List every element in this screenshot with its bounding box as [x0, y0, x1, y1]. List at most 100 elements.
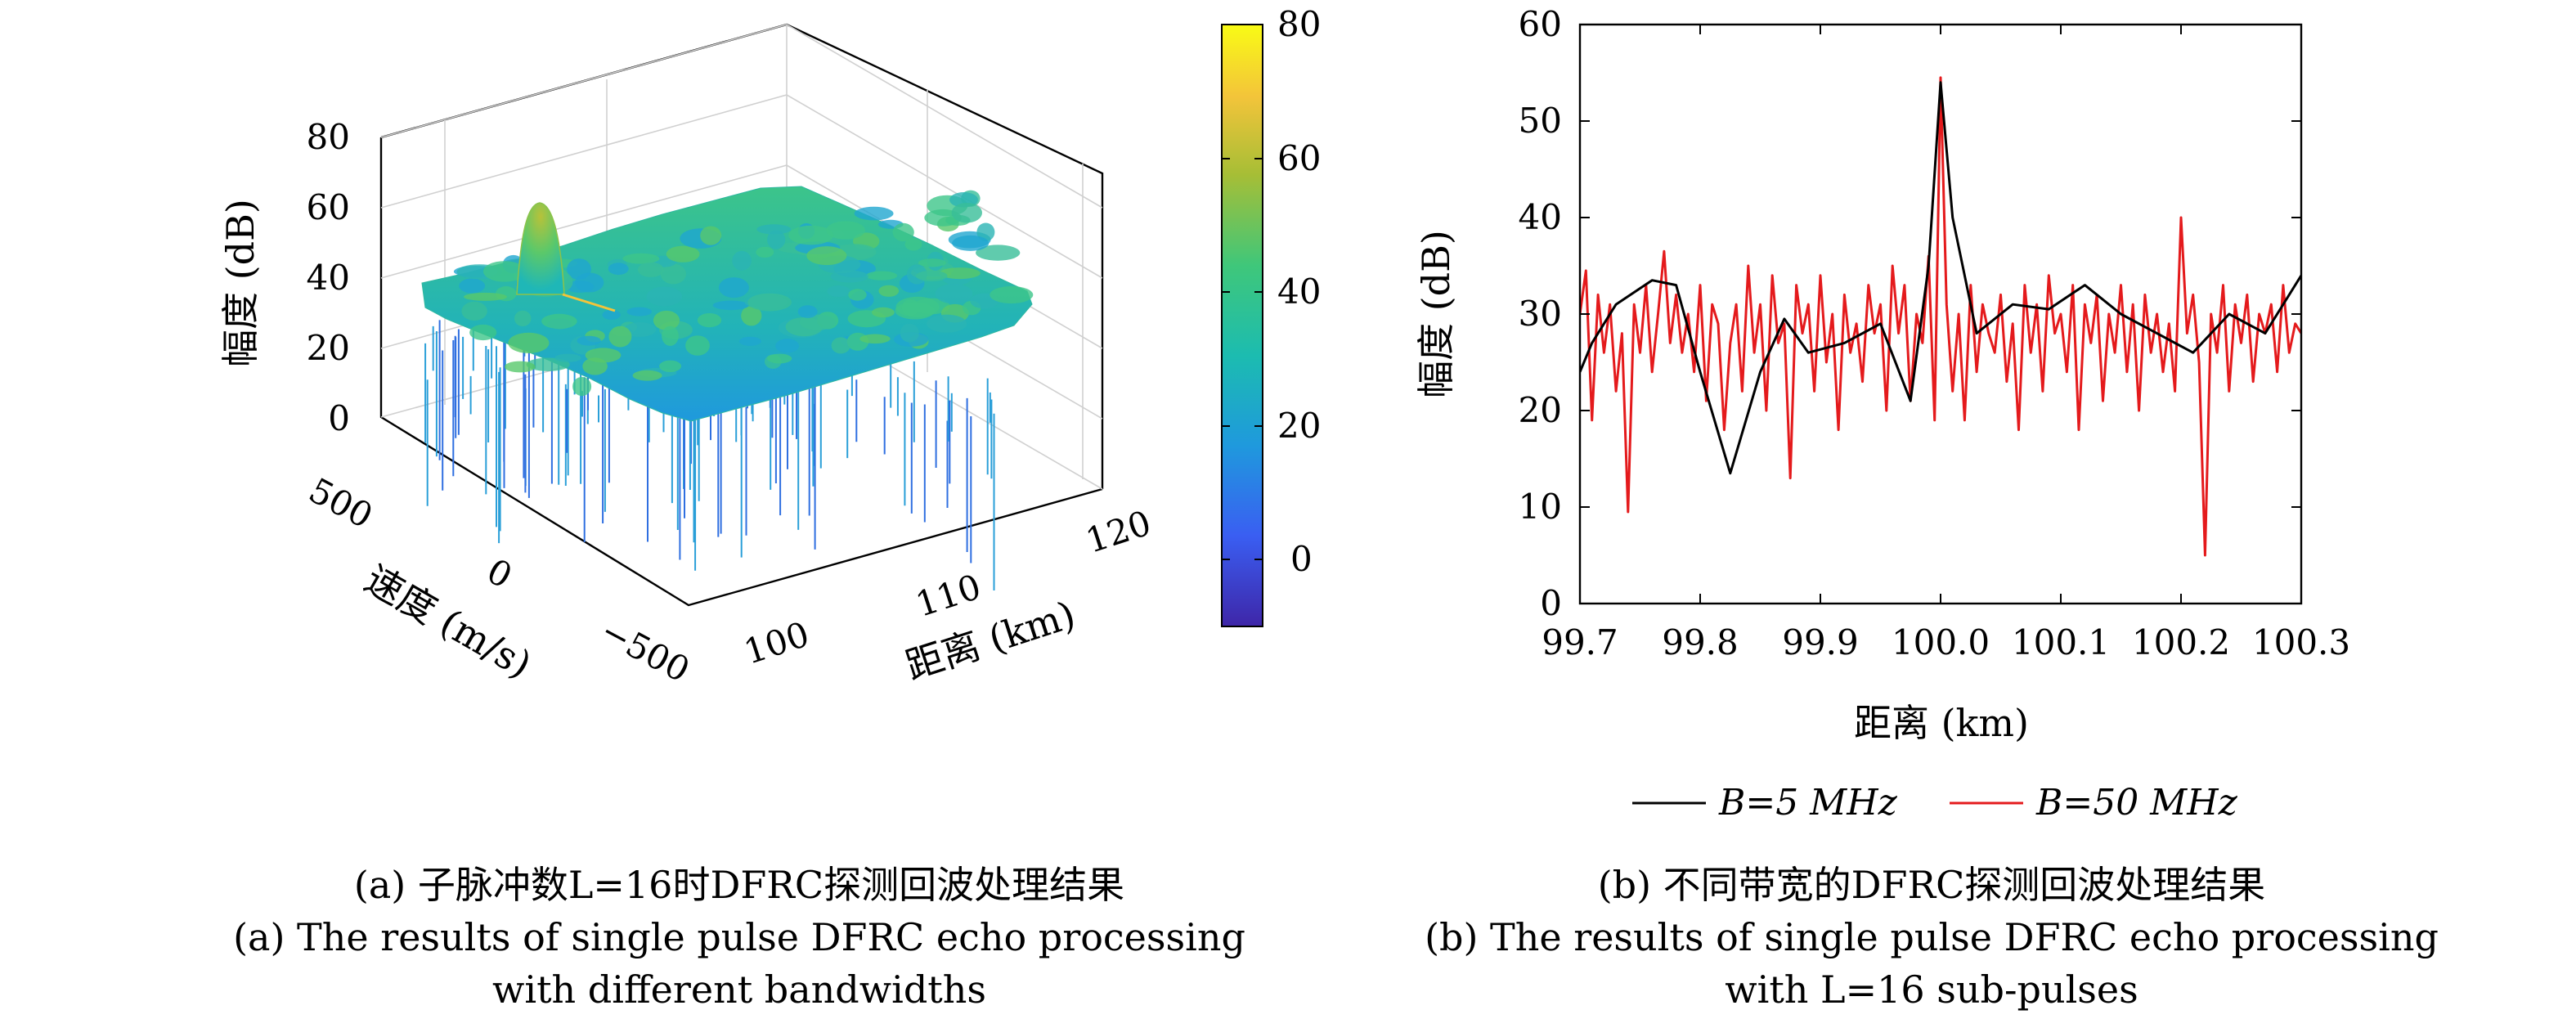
surface-bump [685, 335, 710, 356]
y-tick: 500 [303, 470, 379, 536]
legend: B=5 MHz B=50 MHz [1632, 782, 2238, 824]
surface-bump [767, 353, 792, 364]
surface-bump [632, 370, 662, 381]
surface-bump [827, 285, 850, 298]
surface-bump [712, 300, 749, 311]
x-tick: 99.8 [1662, 622, 1739, 662]
surface-bump [585, 348, 622, 363]
x-tick: 99.7 [1542, 622, 1618, 662]
surface-bump [775, 339, 800, 353]
caption-b-en-1: (b) The results of single pulse DFRC ech… [1425, 915, 2439, 959]
surface-bump [939, 267, 981, 280]
surface-bump [461, 301, 487, 321]
surface-bump [918, 258, 946, 267]
surface-bump [514, 310, 532, 327]
caption-a-en-2: with different bandwidths [492, 967, 986, 1012]
x-tick: 100.2 [2132, 622, 2230, 662]
surface-bump [554, 353, 581, 362]
z-tick: 80 [307, 117, 350, 157]
surface-bump [900, 323, 919, 343]
surface-bump [602, 310, 621, 320]
surface-bump [952, 235, 990, 251]
surface-bump [646, 286, 683, 307]
surface-bump [976, 245, 1021, 261]
surface-bump [666, 245, 700, 263]
surface-bump [788, 225, 834, 245]
surface-bump [872, 307, 895, 318]
surface-bump [504, 361, 536, 373]
surface-bump [660, 263, 687, 285]
surface-bump [927, 314, 967, 333]
colorbar-tick: 40 [1277, 272, 1321, 312]
caption-a-en-1: (a) The results of single pulse DFRC ech… [233, 915, 1245, 959]
colorbar-tick: 80 [1277, 4, 1321, 44]
panel-b-axes: 99.7 99.8 99.9 100.0 100.1 100.2 100.3 0 10 20 30 4… [1519, 4, 2351, 662]
panel-a: 80 60 40 20 0 幅度 (dB) 500 0 −500 速度 (m/s… [218, 4, 1321, 1012]
surface-bump [848, 289, 867, 301]
z-axis-label: 幅度 (dB) [218, 199, 263, 367]
surface-bump [892, 222, 914, 242]
surface-bump [459, 278, 486, 294]
surface-bump [483, 261, 526, 282]
y-tick: 10 [1519, 487, 1562, 527]
surface-bump [738, 336, 761, 346]
surface-bump [830, 270, 868, 283]
y-tick: 50 [1519, 101, 1562, 141]
surface-bump [904, 238, 922, 251]
surface-bump [756, 224, 792, 235]
surface-ridge [562, 293, 616, 312]
y-tick: 0 [481, 550, 519, 596]
surface-bump [572, 376, 592, 397]
colorbar [1221, 24, 1263, 627]
x-tick: 100 [739, 614, 814, 672]
y-axis-label: 幅度 (dB) [1414, 230, 1458, 398]
y-tick: 40 [1519, 197, 1562, 237]
surface-bump [767, 230, 786, 249]
surface-bump [608, 263, 629, 276]
surface-bump [747, 293, 792, 312]
surface-bump [865, 271, 898, 281]
surface-bump [637, 262, 664, 277]
surface-bump [806, 246, 847, 266]
caption-b-cn: (b) 不同带宽的DFRC探测回波处理结果 [1598, 863, 2266, 907]
surface-bump [469, 324, 497, 341]
surface-bump [826, 221, 865, 240]
series-line-b5 [1580, 81, 2301, 475]
surface-bump [464, 292, 507, 301]
surface-bump [700, 226, 722, 245]
series-line-b50 [1580, 76, 2301, 557]
surface-bump [901, 299, 920, 316]
y-tick: 20 [1519, 390, 1562, 430]
caption-a-cn: (a) 子脉冲数L=16时DFRC探测回波处理结果 [354, 863, 1124, 907]
caption-b-en-2: with L=16 sub-pulses [1725, 967, 2138, 1012]
y-tick: 0 [1540, 583, 1562, 623]
legend-label: B=5 MHz [1718, 782, 1898, 824]
surface-bump [854, 206, 894, 221]
surface-bump [626, 307, 653, 316]
surface-bump [662, 325, 679, 346]
panel-b: 99.7 99.8 99.9 100.0 100.1 100.2 100.3 0 10 20 30 4… [1414, 4, 2439, 1012]
surface-bump [567, 258, 591, 280]
surface-bump [741, 305, 762, 326]
surface-bump [526, 357, 570, 371]
y-axis-label: 速度 (m/s) [357, 556, 539, 686]
x-tick: 100.0 [1892, 622, 1990, 662]
colorbar-tick: 60 [1277, 138, 1321, 178]
panel-b-series [1580, 76, 2301, 557]
surface-bump [608, 325, 632, 348]
colorbar-ticks [1222, 24, 1263, 560]
surface-bump [732, 250, 752, 271]
surface-bump [718, 277, 749, 299]
y-tick: 60 [1519, 4, 1562, 44]
surface-bump [756, 246, 774, 258]
surface-bump [859, 334, 891, 344]
surface-bump [799, 314, 836, 330]
x-axis-label: 距离 (km) [1854, 701, 2029, 745]
y-tick: 30 [1519, 294, 1562, 334]
y-tick: −500 [594, 610, 696, 689]
surface-bump [878, 285, 900, 297]
surface-bump [659, 360, 682, 372]
legend-label: B=50 MHz [2035, 782, 2238, 824]
z-tick: 0 [328, 398, 350, 438]
